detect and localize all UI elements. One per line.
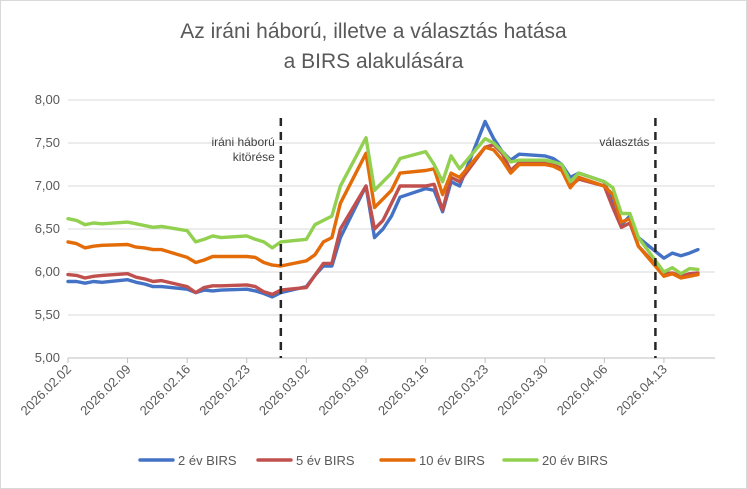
x-tick-label: 2026.04.13 bbox=[613, 362, 670, 419]
x-tick-label: 2026.02.23 bbox=[196, 362, 253, 419]
x-tick-label: 2026.02.02 bbox=[17, 362, 74, 419]
x-tick-label: 2026.02.16 bbox=[137, 362, 194, 419]
event-label: választás bbox=[599, 135, 649, 149]
series-line-3 bbox=[66, 145, 700, 280]
y-tick-label: 7,00 bbox=[35, 178, 60, 193]
x-tick-label: 2026.03.02 bbox=[256, 362, 313, 419]
y-tick-label: 6,00 bbox=[35, 264, 60, 279]
y-tick-label: 6,50 bbox=[35, 221, 60, 236]
event-label: kitörése bbox=[233, 150, 275, 164]
x-tick-label: 2026.04.06 bbox=[554, 362, 611, 419]
y-tick-label: 8,00 bbox=[35, 92, 60, 107]
x-tick-label: 2026.03.16 bbox=[375, 362, 432, 419]
legend-label: 20 év BIRS bbox=[542, 453, 608, 468]
y-tick-label: 5,00 bbox=[35, 350, 60, 365]
x-tick-label: 2026.03.30 bbox=[494, 362, 551, 419]
series-line-4 bbox=[66, 136, 700, 276]
x-tick-label: 2026.03.09 bbox=[315, 362, 372, 419]
legend-label: 5 év BIRS bbox=[296, 453, 355, 468]
y-tick-label: 5,50 bbox=[35, 307, 60, 322]
legend-label: 2 év BIRS bbox=[178, 453, 237, 468]
chart-subtitle: a BIRS alakulására bbox=[283, 50, 464, 73]
chart-title: Az iráni háború, illetve a választás hat… bbox=[180, 20, 567, 43]
x-tick-label: 2026.02.09 bbox=[77, 362, 134, 419]
legend-label: 10 év BIRS bbox=[419, 453, 485, 468]
event-label: iráni háború bbox=[211, 135, 274, 149]
x-tick-label: 2026.03.23 bbox=[435, 362, 492, 419]
y-tick-label: 7,50 bbox=[35, 135, 60, 150]
